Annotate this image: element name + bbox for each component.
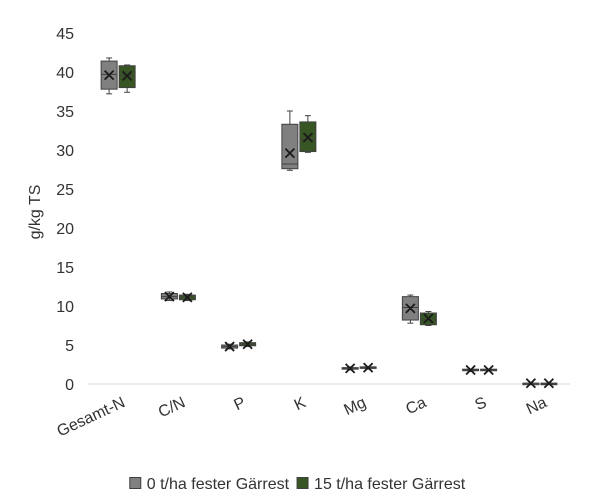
mean-marker (242, 339, 253, 350)
legend-label: 15 t/ha fester Gärrest (314, 476, 466, 493)
mean-marker (423, 313, 434, 324)
legend: 0 t/ha fester Gärrest 15 t/ha fester Gärr… (129, 476, 466, 493)
mean-marker (525, 378, 537, 389)
box-body (281, 123, 299, 170)
y-tick-label: 45 (56, 26, 74, 43)
y-tick-label: 35 (56, 104, 74, 121)
box-C/N (160, 291, 178, 302)
box-Ca (401, 294, 419, 324)
box-C/N (178, 292, 196, 303)
plot-area (100, 57, 558, 389)
box-K (299, 115, 317, 153)
legend-item-0: 0 t/ha fester Gärrest (129, 476, 290, 493)
legend-item-1: 15 t/ha fester Gärrest (296, 476, 466, 493)
y-tick-label: 40 (56, 65, 74, 82)
box-P (239, 339, 257, 350)
box-Mg (359, 362, 377, 373)
mean-marker (302, 132, 314, 143)
mean-marker (543, 378, 555, 389)
mean-marker (103, 69, 115, 81)
mean-marker (362, 362, 374, 373)
mean-marker (121, 70, 133, 82)
mean-marker (465, 364, 476, 376)
box-K (281, 110, 299, 171)
y-tick-label: 15 (56, 260, 74, 277)
series-1 (118, 64, 558, 389)
y-tick-label: 20 (56, 221, 74, 238)
legend-swatch (129, 477, 142, 489)
y-axis: 0 5 10 15 20 25 30 35 40 45 (56, 26, 74, 394)
x-tick-label: Mg (341, 394, 368, 419)
x-tick-label: Gesamt-N (55, 394, 128, 440)
box-S (462, 364, 480, 376)
y-tick-label: 10 (56, 299, 74, 316)
mean-marker (344, 363, 356, 374)
y-tick-label: 5 (65, 338, 74, 355)
mean-marker (164, 291, 175, 302)
box-P (221, 341, 239, 352)
mean-marker (284, 147, 296, 159)
box-Ca (419, 310, 437, 326)
mean-marker (182, 292, 193, 303)
mean-marker (483, 364, 494, 376)
box-Gesamt-N (118, 64, 136, 93)
box-Na (522, 378, 540, 389)
x-tick-label: S (472, 394, 489, 414)
box-Mg (341, 363, 359, 374)
x-tick-label: Ca (403, 394, 429, 418)
x-tick-label: K (292, 394, 309, 414)
y-tick-label: 25 (56, 182, 74, 199)
legend-swatch (296, 477, 309, 489)
box-Gesamt-N (100, 57, 118, 95)
mean-marker (224, 341, 235, 352)
x-axis: Gesamt-N C/N P K Mg Ca S Na (55, 383, 570, 440)
box-Na (540, 378, 558, 389)
x-tick-label: Na (524, 394, 550, 418)
series-0 (100, 57, 540, 389)
y-axis-label: g/kg TS (27, 185, 44, 240)
y-tick-label: 30 (56, 143, 74, 160)
x-tick-label: C/N (156, 394, 188, 421)
legend-label: 0 t/ha fester Gärrest (147, 476, 290, 493)
mean-marker (405, 303, 416, 314)
x-tick-label: P (231, 394, 248, 414)
box-S (480, 364, 498, 376)
y-tick-label: 0 (65, 377, 74, 394)
